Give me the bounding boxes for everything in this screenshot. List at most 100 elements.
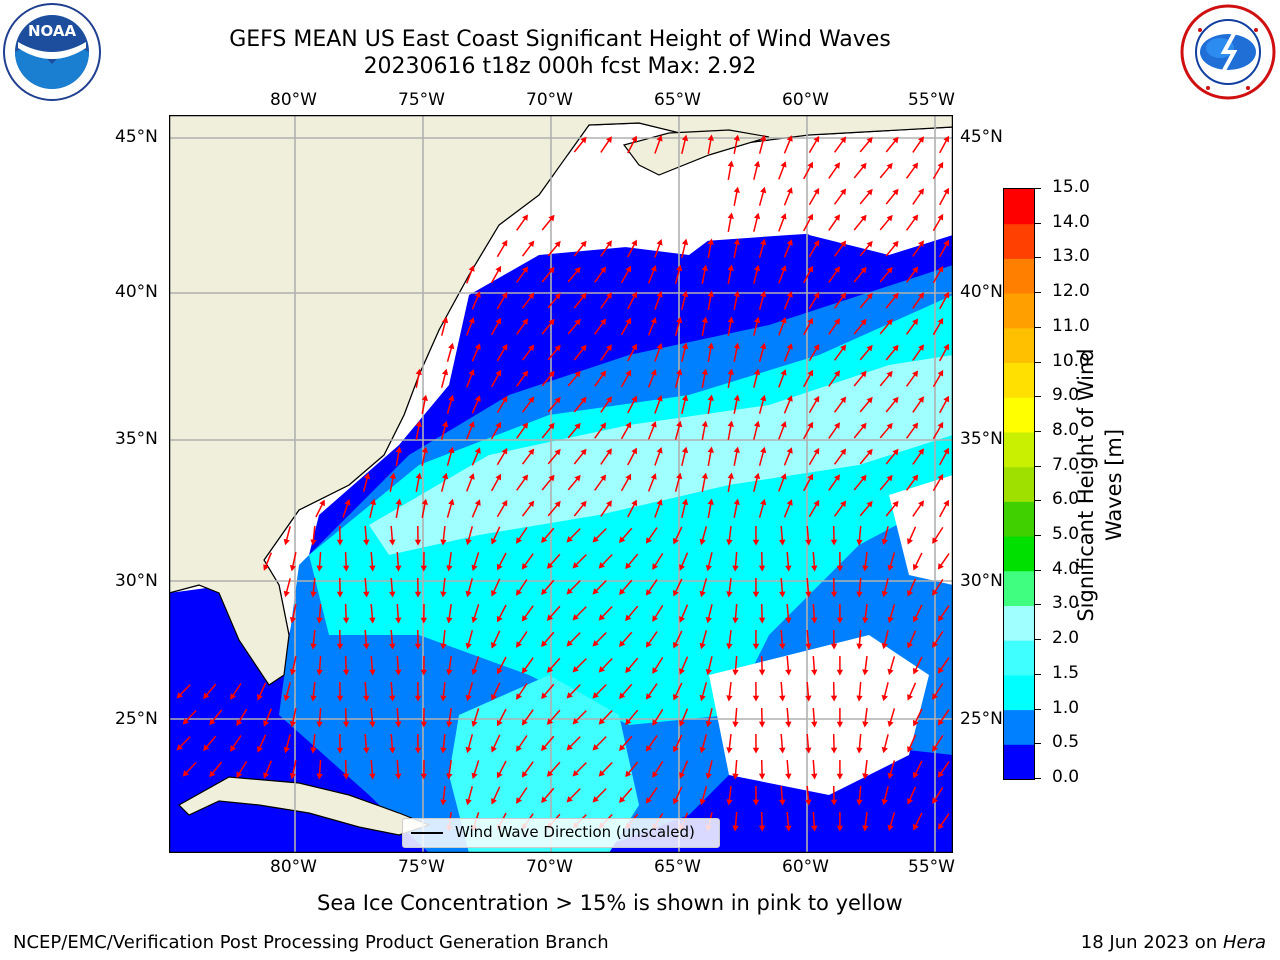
wave-direction-arrowhead	[566, 588, 573, 595]
wave-direction-arrowhead	[580, 292, 587, 300]
wave-direction-arrowhead	[528, 396, 535, 404]
wave-direction-arrowhead	[672, 589, 679, 597]
wave-direction-arrowhead	[813, 291, 820, 299]
wave-direction-arrowhead	[395, 446, 402, 453]
wave-direction-arrowhead	[937, 317, 944, 325]
wave-direction-arrowhead	[363, 695, 370, 702]
wave-direction-arrowhead	[758, 565, 766, 572]
wave-direction-arrowhead	[501, 291, 508, 299]
lon-label-bottom: 70°W	[526, 857, 573, 877]
wave-direction-arrowhead	[528, 448, 535, 456]
wave-direction-arrowhead	[491, 537, 497, 545]
wave-direction-arrowhead	[289, 720, 296, 728]
wave-direction-arrowhead	[580, 240, 587, 248]
lat-label-right: 30°N	[960, 571, 1003, 591]
wave-direction-arrowhead	[753, 160, 761, 168]
wave-direction-arrowhead	[203, 692, 210, 700]
wave-direction-arrowhead	[420, 617, 428, 624]
wave-direction-arrowhead	[727, 368, 734, 375]
lon-label-bottom: 75°W	[398, 857, 445, 877]
wave-direction-arrowhead	[758, 825, 766, 832]
wave-direction-arrowhead	[727, 472, 734, 479]
wave-direction-arrowhead	[554, 448, 561, 456]
wave-direction-arrowhead	[465, 746, 472, 754]
wave-direction-arrowhead	[943, 291, 949, 299]
wave-direction-arrowhead	[834, 318, 841, 325]
wave-direction-arrowhead	[758, 721, 766, 728]
wave-direction-arrowhead	[726, 695, 733, 702]
wave-direction-arrowhead	[441, 316, 449, 324]
colorbar-tick	[1035, 465, 1041, 467]
wave-direction-arrowhead	[943, 135, 949, 143]
wave-direction-arrowhead	[786, 239, 793, 246]
colorbar-tick-label: 5.0	[1052, 524, 1080, 545]
wave-direction-arrowhead	[805, 643, 812, 650]
wave-direction-arrowhead	[495, 421, 502, 429]
wave-direction-arrowhead	[522, 266, 528, 273]
wave-direction-arrowhead	[592, 640, 599, 647]
wave-direction-arrowhead	[727, 316, 734, 323]
wave-direction-arrowhead	[840, 240, 847, 248]
wave-direction-arrowhead	[892, 448, 899, 456]
wave-direction-arrowhead	[618, 692, 626, 699]
wave-direction-arrowhead	[471, 564, 478, 572]
wave-direction-arrowhead	[580, 136, 587, 144]
lat-label-right: 40°N	[960, 282, 1003, 302]
wave-direction-arrowhead	[912, 667, 919, 675]
wave-direction-arrowhead	[546, 718, 554, 725]
wave-direction-arrowhead	[631, 343, 637, 351]
wave-direction-arrowhead	[650, 369, 657, 376]
wave-direction-arrowhead	[414, 591, 422, 598]
wave-direction-arrowhead	[554, 500, 561, 508]
wave-direction-arrowhead	[813, 343, 820, 351]
calm-patch-east	[709, 635, 929, 795]
noaa-logo-icon: NOAA	[2, 2, 102, 102]
wave-direction-arrowhead	[912, 474, 919, 482]
wave-direction-arrowhead	[389, 539, 396, 546]
wave-direction-arrowhead	[760, 446, 767, 454]
wave-direction-arrowhead	[887, 564, 894, 572]
wave-direction-arrowhead	[932, 693, 939, 700]
wave-direction-arrowhead	[230, 693, 236, 700]
wave-direction-arrowhead	[521, 667, 528, 674]
wave-direction-arrowhead	[501, 343, 508, 351]
wave-direction-arrowhead	[471, 616, 478, 624]
wave-direction-arrowhead	[600, 370, 607, 378]
wave-direction-arrowhead	[836, 565, 844, 572]
wave-direction-arrowhead	[420, 669, 428, 676]
svg-text:NOAA: NOAA	[28, 22, 77, 40]
wave-direction-arrowhead	[807, 473, 813, 481]
wave-direction-arrowhead	[465, 798, 472, 806]
wave-direction-arrowhead	[395, 565, 402, 572]
wave-direction-arrowhead	[283, 538, 290, 546]
wave-direction-arrowhead	[446, 617, 453, 624]
wave-direction-arrowhead	[528, 500, 535, 508]
wave-direction-arrowhead	[912, 370, 919, 378]
wave-direction-arrowhead	[887, 668, 894, 676]
wave-direction-arrowhead	[289, 616, 296, 624]
colorbar-tick	[1035, 222, 1041, 224]
wave-direction-arrowhead	[263, 564, 270, 571]
wave-direction-arrowhead	[866, 292, 873, 300]
wave-direction-arrowhead	[421, 446, 429, 453]
wave-direction-arrowhead	[656, 395, 663, 402]
wave-direction-arrowhead	[681, 394, 689, 402]
wave-direction-arrowhead	[448, 446, 455, 454]
wave-direction-arrowhead	[574, 370, 581, 378]
colorbar-tick	[1035, 604, 1041, 606]
wave-direction-arrowhead	[752, 539, 760, 546]
calm-patch-north	[549, 155, 729, 255]
wave-direction-arrowhead	[813, 135, 820, 143]
wave-direction-arrowhead	[448, 342, 455, 350]
wave-direction-arrowhead	[465, 538, 472, 546]
wave-direction-arrowhead	[892, 344, 899, 352]
wave-direction-arrowhead	[257, 745, 263, 753]
colorbar-label-line1: Significant Height of Wind	[1074, 348, 1098, 622]
wave-direction-arrowhead	[310, 747, 317, 754]
calm-patch-far-east	[889, 475, 953, 585]
colorbar-tick	[1035, 396, 1041, 398]
wave-direction-arrowhead	[860, 318, 867, 326]
wave-direction-arrowhead	[369, 721, 376, 728]
wave-direction-arrowhead	[446, 565, 453, 572]
wave-direction-arrowhead	[912, 162, 919, 170]
